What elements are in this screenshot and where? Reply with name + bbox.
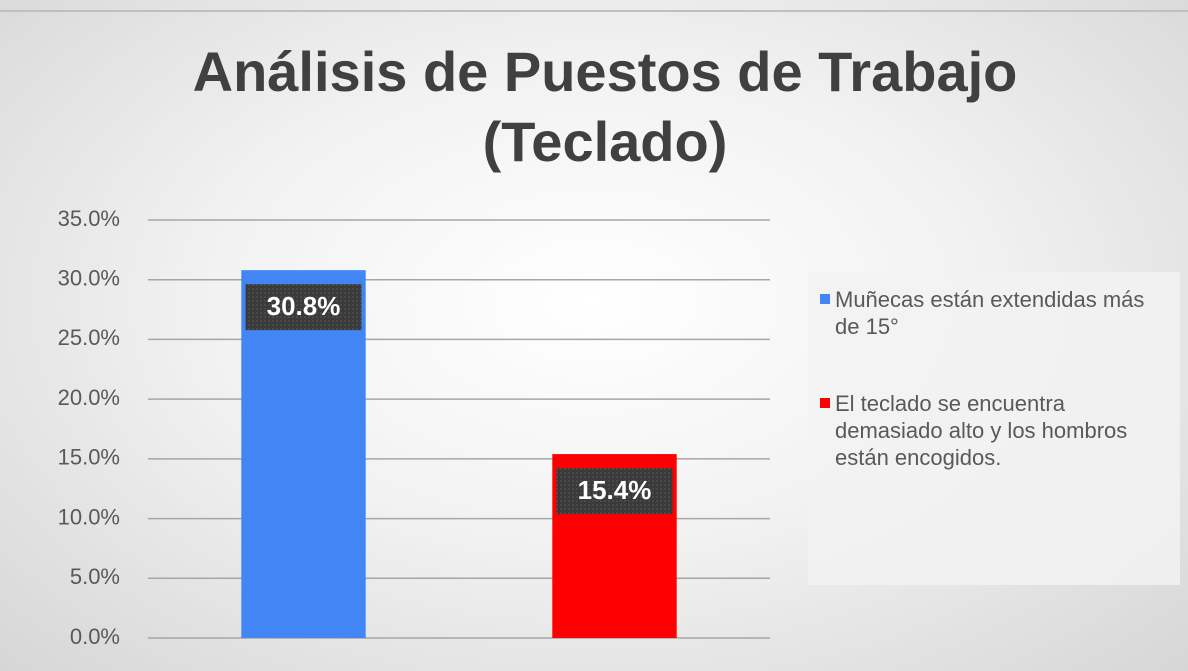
y-tick-label: 10.0% bbox=[58, 504, 120, 529]
legend-swatch bbox=[820, 398, 830, 408]
legend-item: Muñecas están extendidas más de 15° bbox=[820, 286, 1170, 340]
bar bbox=[241, 270, 366, 638]
data-label: 30.8% bbox=[267, 291, 341, 321]
chart-title: Análisis de Puestos de Trabajo bbox=[193, 40, 1018, 103]
y-tick-label: 25.0% bbox=[58, 325, 120, 350]
legend-label: Muñecas están extendidas más de 15° bbox=[835, 287, 1145, 339]
chart-title: (Teclado) bbox=[483, 110, 728, 173]
y-tick-label: 35.0% bbox=[58, 206, 120, 231]
legend-label: El teclado se encuentra demasiado alto y… bbox=[835, 391, 1128, 470]
y-tick-label: 0.0% bbox=[70, 624, 120, 649]
legend: Muñecas están extendidas más de 15° El te… bbox=[808, 272, 1180, 585]
y-tick-label: 15.0% bbox=[58, 445, 120, 470]
legend-item: El teclado se encuentra demasiado alto y… bbox=[820, 390, 1170, 471]
y-tick-label: 20.0% bbox=[58, 385, 120, 410]
y-tick-label: 5.0% bbox=[70, 564, 120, 589]
legend-swatch bbox=[820, 294, 830, 304]
data-label-box bbox=[245, 284, 362, 331]
data-label: 15.4% bbox=[578, 475, 652, 505]
y-tick-label: 30.0% bbox=[58, 266, 120, 291]
data-label-box bbox=[556, 468, 673, 515]
